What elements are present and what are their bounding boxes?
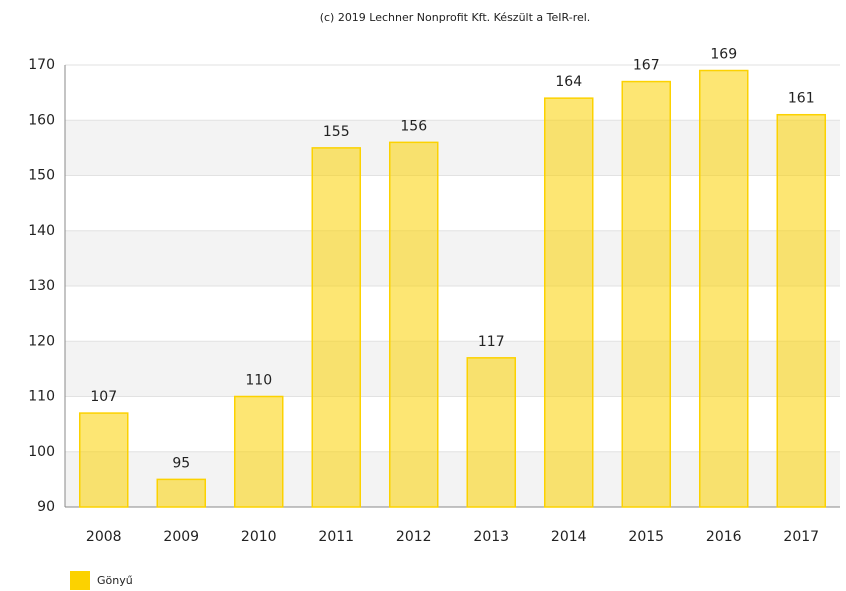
y-tick-label: 90 bbox=[37, 499, 55, 515]
data-label: 155 bbox=[323, 124, 350, 140]
data-label: 169 bbox=[710, 47, 737, 63]
bar bbox=[389, 141, 439, 508]
y-tick-label: 170 bbox=[28, 57, 55, 73]
y-tick-label: 100 bbox=[28, 444, 55, 460]
y-tick-label: 150 bbox=[28, 168, 55, 184]
x-tick-label: 2010 bbox=[241, 529, 277, 545]
data-label: 107 bbox=[90, 389, 117, 405]
x-tick-label: 2017 bbox=[783, 529, 819, 545]
bar bbox=[544, 97, 594, 508]
x-tick-label: 2013 bbox=[473, 529, 509, 545]
legend-swatch bbox=[70, 571, 90, 590]
bar bbox=[776, 113, 826, 508]
bar bbox=[466, 357, 516, 508]
bar bbox=[156, 478, 206, 508]
x-tick-label: 2011 bbox=[318, 529, 354, 545]
bar bbox=[621, 80, 671, 508]
bar bbox=[311, 147, 361, 508]
bar bbox=[699, 69, 749, 508]
data-label: 156 bbox=[400, 118, 427, 134]
data-label: 167 bbox=[633, 58, 660, 74]
bar bbox=[234, 395, 284, 508]
data-label: 117 bbox=[478, 334, 505, 350]
data-label: 110 bbox=[245, 373, 272, 389]
x-tick-label: 2012 bbox=[396, 529, 432, 545]
data-label: 161 bbox=[788, 91, 815, 107]
y-tick-label: 130 bbox=[28, 278, 55, 294]
x-tick-label: 2014 bbox=[551, 529, 587, 545]
data-label: 95 bbox=[172, 455, 190, 471]
y-tick-label: 140 bbox=[28, 223, 55, 239]
y-tick-label: 120 bbox=[28, 333, 55, 349]
x-tick-label: 2008 bbox=[86, 529, 122, 545]
x-tick-label: 2009 bbox=[163, 529, 199, 545]
y-tick-label: 160 bbox=[28, 112, 55, 128]
bar bbox=[79, 412, 129, 508]
x-tick-label: 2016 bbox=[706, 529, 742, 545]
x-tick-label: 2015 bbox=[628, 529, 664, 545]
data-label: 164 bbox=[555, 74, 582, 90]
y-tick-label: 110 bbox=[28, 389, 55, 405]
legend-text: Gönyű bbox=[97, 574, 133, 587]
chart-title: (c) 2019 Lechner Nonprofit Kft. Készült … bbox=[320, 11, 591, 24]
